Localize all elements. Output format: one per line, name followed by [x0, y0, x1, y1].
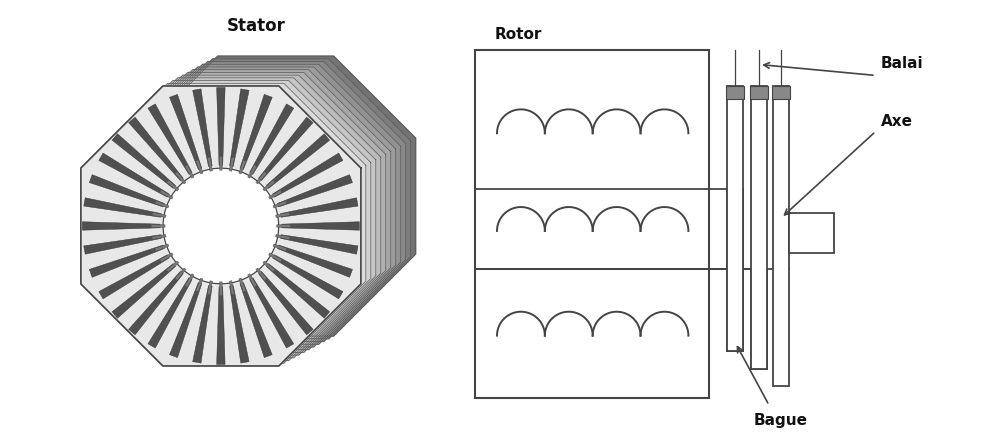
Polygon shape — [178, 160, 294, 276]
Polygon shape — [163, 168, 279, 284]
Polygon shape — [239, 160, 246, 174]
Text: Stator: Stator — [226, 17, 285, 34]
Polygon shape — [250, 104, 294, 174]
Polygon shape — [277, 245, 353, 277]
Polygon shape — [269, 190, 282, 199]
Polygon shape — [282, 222, 360, 230]
Polygon shape — [266, 264, 330, 318]
Polygon shape — [125, 62, 405, 341]
Polygon shape — [207, 157, 212, 171]
Polygon shape — [184, 274, 194, 287]
Polygon shape — [128, 271, 183, 335]
Polygon shape — [193, 152, 309, 268]
Bar — [751, 86, 767, 369]
Polygon shape — [217, 87, 225, 165]
Text: Rotor: Rotor — [495, 26, 543, 41]
Polygon shape — [198, 149, 314, 265]
Polygon shape — [151, 224, 165, 228]
Polygon shape — [152, 213, 166, 217]
Polygon shape — [175, 172, 186, 184]
Polygon shape — [86, 83, 366, 363]
Polygon shape — [128, 117, 183, 181]
Polygon shape — [91, 81, 371, 361]
Text: Axe: Axe — [880, 114, 912, 129]
Polygon shape — [276, 213, 290, 217]
Polygon shape — [230, 285, 249, 363]
Polygon shape — [99, 255, 169, 299]
Polygon shape — [130, 59, 410, 339]
Polygon shape — [192, 89, 212, 166]
Text: Balai: Balai — [880, 56, 923, 71]
Polygon shape — [183, 157, 299, 273]
Polygon shape — [277, 175, 353, 207]
Polygon shape — [154, 244, 169, 251]
Polygon shape — [111, 70, 390, 350]
Polygon shape — [195, 278, 203, 292]
Polygon shape — [90, 175, 164, 207]
Polygon shape — [256, 268, 267, 280]
Text: Bague: Bague — [754, 413, 808, 428]
Polygon shape — [166, 180, 179, 191]
Polygon shape — [169, 94, 202, 169]
Polygon shape — [218, 138, 334, 254]
Polygon shape — [148, 278, 192, 348]
Bar — [750, 86, 768, 99]
Bar — [773, 86, 789, 386]
Polygon shape — [269, 253, 282, 262]
Polygon shape — [219, 156, 222, 170]
Polygon shape — [195, 160, 203, 174]
Polygon shape — [192, 285, 212, 363]
Bar — [789, 213, 834, 253]
Polygon shape — [281, 235, 358, 254]
Polygon shape — [173, 163, 289, 278]
Polygon shape — [259, 117, 313, 181]
Polygon shape — [203, 146, 319, 262]
Polygon shape — [259, 271, 313, 335]
Polygon shape — [175, 268, 186, 280]
Bar — [475, 49, 709, 398]
Polygon shape — [101, 75, 380, 355]
Polygon shape — [250, 278, 294, 348]
Polygon shape — [154, 201, 169, 208]
Polygon shape — [113, 134, 175, 188]
Polygon shape — [248, 165, 257, 178]
Polygon shape — [219, 282, 222, 296]
Bar — [727, 86, 743, 351]
Bar — [726, 86, 744, 99]
Polygon shape — [163, 168, 279, 284]
Polygon shape — [273, 153, 343, 197]
Polygon shape — [96, 78, 375, 358]
Polygon shape — [230, 89, 249, 166]
Polygon shape — [248, 274, 257, 287]
Polygon shape — [213, 141, 329, 257]
Polygon shape — [263, 261, 275, 272]
Polygon shape — [276, 235, 290, 239]
Polygon shape — [273, 255, 343, 299]
Polygon shape — [207, 281, 212, 295]
Polygon shape — [169, 283, 202, 358]
Polygon shape — [152, 235, 166, 239]
Polygon shape — [99, 153, 169, 197]
Polygon shape — [273, 201, 287, 208]
Polygon shape — [159, 190, 173, 199]
Polygon shape — [229, 157, 234, 171]
Polygon shape — [256, 172, 267, 184]
Polygon shape — [263, 180, 275, 191]
Polygon shape — [116, 67, 395, 347]
Polygon shape — [113, 264, 175, 318]
Polygon shape — [277, 224, 291, 228]
Polygon shape — [240, 283, 272, 358]
Polygon shape — [229, 281, 234, 295]
Polygon shape — [90, 245, 164, 277]
Polygon shape — [184, 165, 194, 178]
Polygon shape — [188, 155, 304, 270]
Polygon shape — [84, 235, 161, 254]
Polygon shape — [240, 94, 272, 169]
Polygon shape — [217, 287, 225, 364]
Polygon shape — [208, 144, 324, 259]
Polygon shape — [239, 278, 246, 292]
Polygon shape — [166, 261, 179, 272]
Polygon shape — [84, 198, 161, 217]
Polygon shape — [273, 244, 287, 251]
